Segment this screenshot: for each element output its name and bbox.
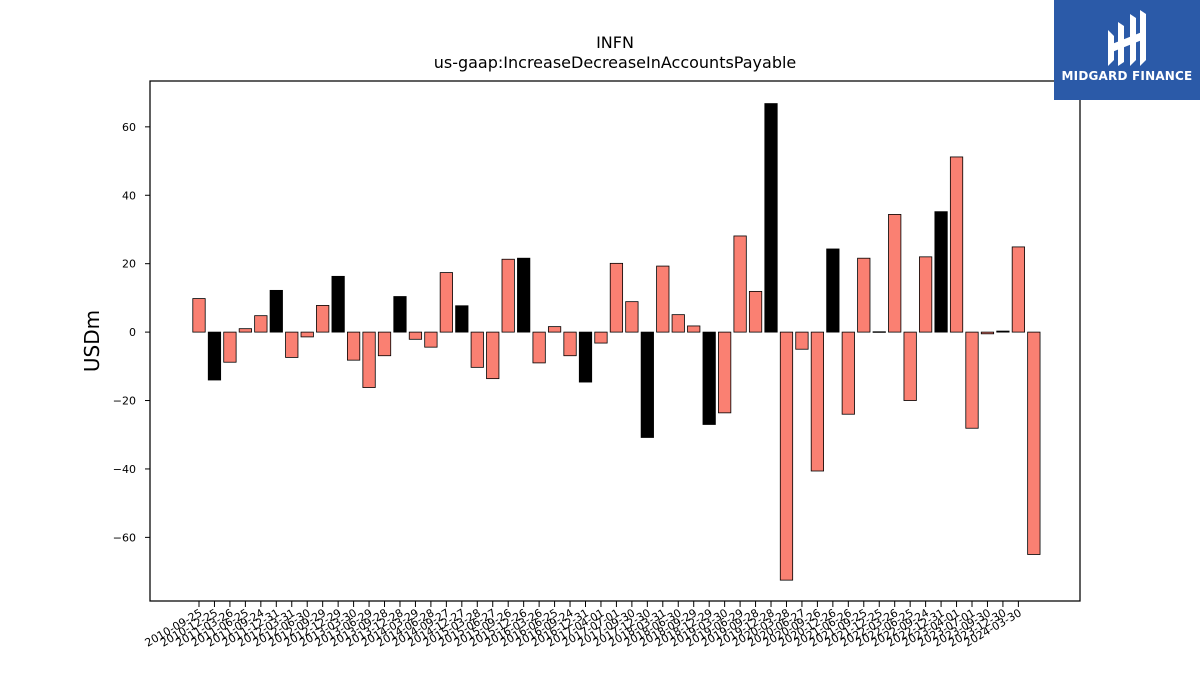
- bars-group: [192, 103, 1041, 581]
- bar-undefined: [1027, 331, 1041, 555]
- bar-2020-09-26: [810, 331, 825, 472]
- bar-2014-06-28: [424, 331, 438, 348]
- bar-2019-03-30: [718, 331, 732, 414]
- midgard-finance-logo: MIDGARD FINANCE: [1054, 0, 1200, 100]
- bar-2021-12-25: [872, 331, 886, 333]
- bar-2011-06-25: [238, 328, 252, 333]
- bar-2012-06-30: [300, 331, 314, 338]
- bar-2015-06-27: [486, 331, 500, 380]
- y-tick-label: 20: [122, 258, 136, 271]
- y-tick-label: 60: [122, 121, 136, 134]
- bar-2013-03-30: [346, 331, 361, 361]
- bar-2017-09-30: [625, 301, 639, 333]
- bar-2013-12-28: [393, 296, 407, 333]
- bar-2011-12-31: [269, 289, 283, 333]
- bar-2014-03-29: [408, 331, 423, 340]
- bar-2019-09-28: [748, 290, 763, 333]
- bar-2012-12-29: [331, 275, 345, 333]
- bar-2023-09-30: [980, 331, 995, 335]
- bar-2022-03-26: [888, 214, 902, 333]
- bar-2021-09-25: [857, 257, 871, 333]
- y-axis-label: USDm: [80, 310, 104, 372]
- bar-2016-06-25: [547, 326, 562, 333]
- bar-2018-06-30: [671, 314, 685, 333]
- bar-2010-09-25: [192, 298, 206, 333]
- bar-2014-09-27: [439, 272, 453, 333]
- bar-2018-03-31: [656, 265, 670, 333]
- x-axis-ticks: 2010-09-252010-12-252011-03-262011-06-25…: [143, 601, 1024, 650]
- bar-2016-12-31: [578, 331, 593, 383]
- chart-title: INFN: [596, 33, 634, 52]
- chart-subtitle: us-gaap:IncreaseDecreaseInAccountsPayabl…: [434, 53, 797, 72]
- bar-2017-12-30: [640, 331, 654, 438]
- bar-2012-09-29: [316, 305, 330, 333]
- logo-text: MIDGARD FINANCE: [1061, 69, 1193, 83]
- bar-2011-03-26: [223, 331, 237, 363]
- bar-2019-12-28: [764, 103, 778, 333]
- bar-2017-04-01: [594, 331, 608, 344]
- bar-2018-12-29: [702, 331, 716, 425]
- bar-2015-09-26: [501, 258, 515, 333]
- bar-2011-09-24: [254, 315, 268, 333]
- bar-2022-06-25: [903, 331, 917, 401]
- bar-2013-09-28: [377, 331, 392, 357]
- y-axis-ticks: −60 −40 −20 0 20 40 60: [113, 121, 150, 544]
- bar-2014-12-27: [455, 305, 469, 333]
- plot-frame: [149, 80, 1081, 602]
- y-tick-label: −60: [113, 531, 136, 544]
- bar-2020-03-28: [779, 331, 794, 581]
- bar-2022-12-31: [934, 211, 948, 333]
- bar-2023-04-01: [949, 156, 964, 333]
- logo-mark-icon: [1108, 10, 1146, 66]
- bar-2023-07-01: [965, 331, 979, 429]
- bar-2013-06-29: [362, 331, 376, 388]
- bar-2019-06-29: [733, 235, 747, 333]
- bar-2015-03-28: [470, 331, 484, 368]
- bar-2010-12-25: [207, 331, 222, 381]
- bar-2018-09-29: [687, 325, 701, 333]
- y-tick-label: 0: [129, 326, 136, 339]
- bar-2012-03-31: [285, 331, 299, 358]
- bar-2015-12-26: [517, 257, 531, 333]
- y-tick-label: −40: [113, 463, 136, 476]
- bar-2023-12-30: [996, 330, 1010, 333]
- bar-2024-03-30: [1011, 246, 1025, 333]
- bar-2017-07-01: [609, 262, 624, 333]
- bar-2020-12-26: [826, 248, 840, 333]
- bar-2022-09-24: [919, 256, 933, 333]
- bar-2016-09-24: [563, 331, 577, 357]
- bar-2020-06-27: [795, 331, 809, 350]
- y-tick-label: 40: [122, 189, 136, 202]
- y-tick-label: −20: [113, 395, 136, 408]
- bar-2021-06-26: [841, 331, 855, 415]
- bar-2016-03-26: [532, 331, 546, 364]
